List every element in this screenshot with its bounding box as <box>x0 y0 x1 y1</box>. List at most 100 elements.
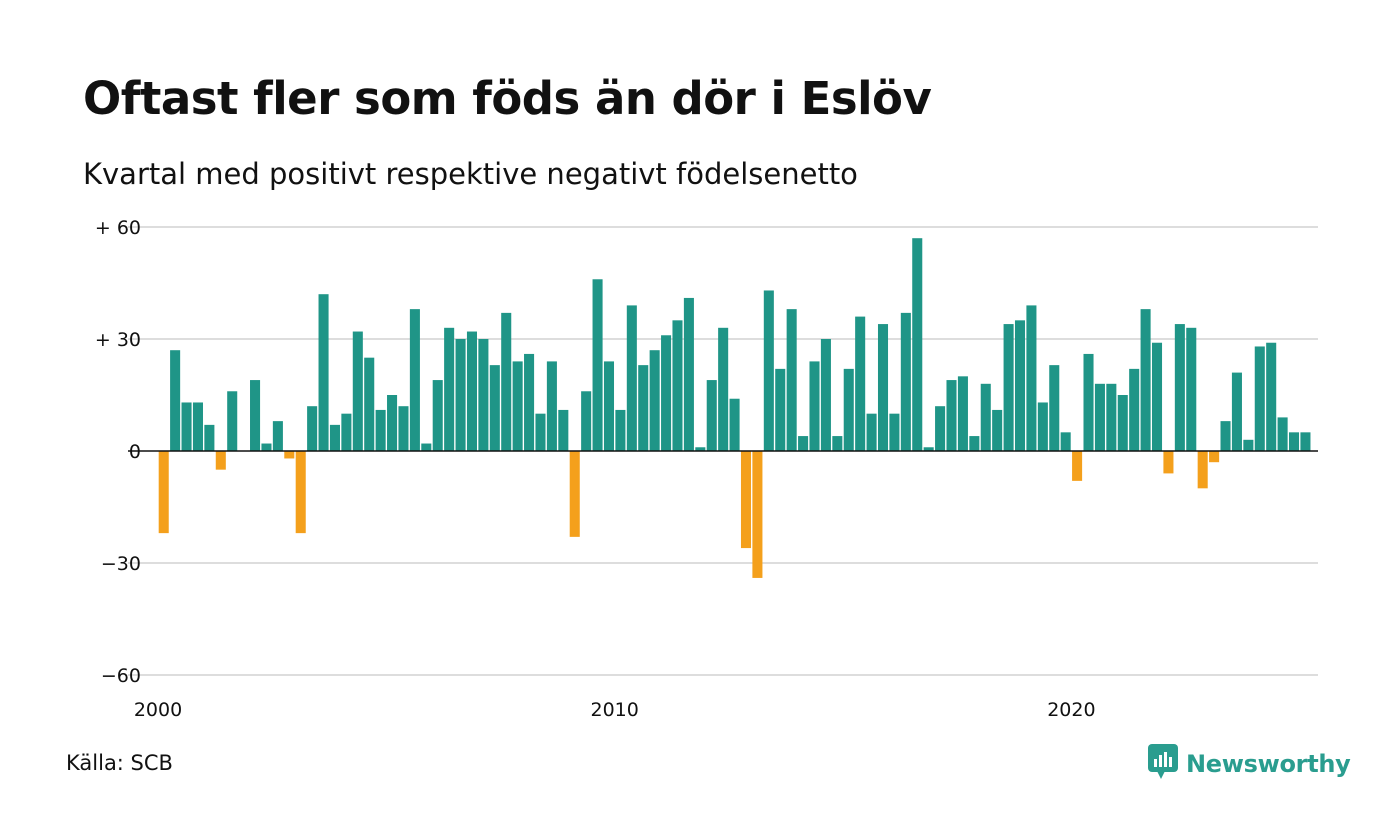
bar-2016-Q1 <box>889 413 900 451</box>
source-note: Källa: SCB <box>66 751 173 775</box>
bar-2006-Q3 <box>455 339 466 451</box>
bar-2003-Q1 <box>295 451 306 534</box>
bar-2024-Q2 <box>1266 342 1277 451</box>
brand-name: Newsworthy <box>1186 750 1351 778</box>
bar-2020-Q4 <box>1106 383 1117 451</box>
bar-2021-Q4 <box>1151 342 1163 451</box>
bar-2011-Q4 <box>695 447 706 451</box>
bar-2023-Q1 <box>1209 451 1220 463</box>
x-axis-labels: 2000 2010 2020 <box>134 699 1096 721</box>
bar-2005-Q2 <box>398 406 409 451</box>
bar-2002-Q1 <box>250 380 261 451</box>
bar-2017-Q2 <box>946 380 957 451</box>
y-tick-label: 0 <box>129 441 141 463</box>
newsworthy-logo-icon <box>1148 744 1178 784</box>
bar-2023-Q3 <box>1231 372 1242 451</box>
y-tick-label: + 60 <box>95 217 141 239</box>
y-tick-label: + 30 <box>95 329 141 351</box>
bar-2003-Q3 <box>318 294 329 451</box>
bar-2010-Q4 <box>649 350 660 451</box>
bar-2011-Q1 <box>661 335 672 451</box>
bar-2017-Q1 <box>935 406 946 451</box>
bar-2008-Q1 <box>524 353 535 451</box>
bar-2025-Q1 <box>1300 432 1311 451</box>
bar-2023-Q2 <box>1220 421 1231 451</box>
bar-2003-Q4 <box>329 424 340 451</box>
bar-2010-Q1 <box>615 409 626 451</box>
bar-2004-Q2 <box>352 331 363 451</box>
bar-2004-Q4 <box>375 409 386 451</box>
bar-2013-Q1 <box>752 451 763 578</box>
bar-2000-Q1 <box>158 451 169 534</box>
chart-subtitle: Kvartal med positivt respektive negativt… <box>83 157 858 191</box>
x-tick-label: 2020 <box>1047 699 1095 721</box>
bar-2011-Q3 <box>683 297 694 451</box>
bar-2020-Q3 <box>1094 383 1105 451</box>
bar-2018-Q4 <box>1014 320 1026 451</box>
bar-2021-Q1 <box>1117 395 1128 451</box>
bar-2023-Q4 <box>1243 439 1254 451</box>
bar-2002-Q2 <box>261 443 272 451</box>
bar-2006-Q2 <box>444 327 455 451</box>
bar-2012-Q4 <box>740 451 752 549</box>
brand-logo[interactable]: Newsworthy <box>1148 744 1351 784</box>
bar-2014-Q2 <box>809 361 820 451</box>
bar-2007-Q1 <box>478 339 489 451</box>
bar-2000-Q4 <box>192 402 203 451</box>
x-tick-label: 2000 <box>134 699 182 721</box>
bar-2012-Q2 <box>718 327 729 451</box>
bar-2009-Q3 <box>592 279 603 451</box>
bar-2010-Q2 <box>626 305 637 451</box>
bar-2009-Q1 <box>569 451 580 537</box>
bar-2013-Q2 <box>763 290 774 451</box>
bar-2015-Q3 <box>866 413 877 451</box>
bar-2019-Q1 <box>1026 305 1037 451</box>
bar-2005-Q1 <box>387 395 398 451</box>
bar-2002-Q4 <box>284 451 295 459</box>
bar-2016-Q4 <box>923 447 934 451</box>
bar-2018-Q2 <box>992 409 1003 451</box>
chart-title: Oftast fler som föds än dör i Eslöv <box>83 72 932 125</box>
bar-2022-Q3 <box>1186 327 1197 451</box>
bar-2012-Q1 <box>706 380 717 451</box>
bar-2001-Q3 <box>227 391 238 451</box>
bar-2008-Q3 <box>546 361 557 451</box>
bar-2022-Q4 <box>1197 451 1208 489</box>
bar-2001-Q1 <box>204 424 215 451</box>
bar-2007-Q2 <box>489 365 500 451</box>
bar-2024-Q3 <box>1277 417 1288 451</box>
bar-2008-Q4 <box>558 409 569 451</box>
gridlines <box>128 226 1318 676</box>
bar-2016-Q2 <box>900 312 911 451</box>
bar-2003-Q2 <box>307 406 318 451</box>
bar-2017-Q4 <box>969 436 980 451</box>
bar-2013-Q4 <box>786 309 797 451</box>
bars <box>158 238 1311 578</box>
bar-2010-Q3 <box>638 365 649 451</box>
bar-2020-Q1 <box>1072 451 1083 481</box>
bar-2006-Q1 <box>432 380 443 451</box>
bar-2016-Q3 <box>912 238 923 451</box>
y-axis-labels: + 60 + 30 0 −30 −60 <box>95 217 141 687</box>
bar-2015-Q4 <box>877 324 889 451</box>
bar-2007-Q3 <box>501 312 512 451</box>
bar-2007-Q4 <box>512 361 523 451</box>
bar-2021-Q3 <box>1140 309 1151 451</box>
bar-2004-Q3 <box>364 357 375 451</box>
bar-2011-Q2 <box>672 320 683 451</box>
bar-2017-Q3 <box>957 376 968 451</box>
bar-2019-Q2 <box>1037 402 1048 451</box>
bar-2020-Q2 <box>1083 353 1094 451</box>
x-tick-label: 2010 <box>591 699 639 721</box>
bar-2014-Q3 <box>820 339 831 451</box>
bar-2005-Q4 <box>421 443 432 451</box>
bar-2014-Q4 <box>832 436 843 451</box>
bar-2005-Q3 <box>409 309 420 451</box>
bar-chart: + 60 + 30 0 −30 −60 2000 2010 2020 <box>95 217 1318 721</box>
bar-2018-Q3 <box>1003 324 1014 451</box>
bar-2013-Q3 <box>775 368 786 451</box>
bar-2022-Q1 <box>1163 451 1174 474</box>
bar-2018-Q1 <box>980 383 991 451</box>
bar-2022-Q2 <box>1174 324 1185 451</box>
bar-2004-Q1 <box>341 413 352 451</box>
